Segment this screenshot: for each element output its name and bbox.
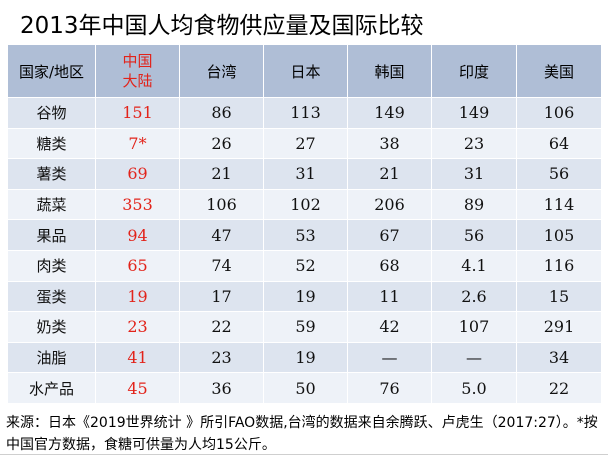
table-cell: 50 <box>263 372 348 404</box>
table-cell: 107 <box>431 311 517 343</box>
table-cell: 45 <box>95 372 180 404</box>
table-cell: 106 <box>179 188 264 221</box>
table-cell: 19 <box>95 280 180 313</box>
table-cell: — <box>347 341 432 374</box>
table-cell: 74 <box>179 249 264 282</box>
table-cell: 52 <box>263 249 348 282</box>
table-row: 果品 94 47 53 67 56 105 <box>7 219 602 251</box>
table-cell: 68 <box>347 249 432 282</box>
table-row: 油脂 41 23 19— —34 <box>7 341 602 374</box>
table-cell: 27 <box>263 127 348 160</box>
column-header-text: 印度 <box>458 62 489 81</box>
table-cell: 47 <box>179 219 264 251</box>
table-cell: 7* <box>95 127 180 160</box>
column-header-text: 韩国 <box>374 62 405 81</box>
table-cell: 22 <box>179 311 264 343</box>
table-cell: 353 <box>95 188 180 221</box>
row-label: 油脂 <box>7 341 96 374</box>
table-row: 蔬菜 353 106 102 206 89 114 <box>7 188 602 221</box>
table-cell: 21 <box>179 158 264 190</box>
column-header-text: 日本 <box>290 62 321 81</box>
table-cell: 113 <box>263 97 348 129</box>
table-row: 水产品 45 36 50 76 5.0 22 <box>7 372 602 404</box>
row-label: 糖类 <box>7 127 96 160</box>
table-cell: 149 <box>347 97 432 129</box>
table-cell: 34 <box>516 341 602 374</box>
column-header-usa: 美国 <box>516 44 602 98</box>
row-label: 蔬菜 <box>7 188 96 221</box>
table-row: 肉类 65 74 52 68 4.1 116 <box>7 249 602 282</box>
table-cell: 23 <box>431 127 517 160</box>
table-cell: 59 <box>263 311 348 343</box>
table-cell: 151 <box>95 97 180 129</box>
table-cell: 65 <box>95 249 180 282</box>
column-header-text: 大陆 <box>122 72 153 90</box>
row-label: 薯类 <box>7 158 96 190</box>
table-cell: 69 <box>95 158 180 190</box>
table-cell: 19 <box>263 341 348 374</box>
table-cell: 102 <box>263 188 348 221</box>
table-cell: 42 <box>347 311 432 343</box>
table-cell: 116 <box>516 249 602 282</box>
table-cell: 56 <box>431 219 517 251</box>
column-header-text: 美国 <box>543 62 574 81</box>
table-header-row: 国家/地区 中国大陆 台湾 日本 韩国 印度 美国 <box>7 44 602 98</box>
table-cell: 5.0 <box>431 372 517 404</box>
table-cell: 105 <box>516 219 602 251</box>
table-cell: 4.1 <box>431 249 517 282</box>
table-row: 蛋类 19 17 19 11 2.6 15 <box>7 280 602 313</box>
table-cell: 36 <box>179 372 264 404</box>
table-cell: 31 <box>431 158 517 190</box>
food-supply-table: 国家/地区 中国 大陆 台湾 日本 韩国 印度 美国 谷物 151 86 113 149 1… <box>7 44 602 404</box>
table-cell: 15 <box>516 280 602 313</box>
table-row: 糖类 7* 26 27 38 23 64 <box>7 127 602 160</box>
row-label: 水产品 <box>7 372 96 404</box>
table-cell: 291 <box>516 311 602 343</box>
source-note: 来源：日本《2019世界统计 》所引FAO数据,台湾的数据来自余腾跃、卢虎生（2… <box>6 415 598 453</box>
table-cell: 56 <box>516 158 602 190</box>
table-row: 奶类 23 22 59 42 107 291 <box>7 311 602 343</box>
column-header-india: 印度 <box>431 44 517 98</box>
table-cell: 21 <box>347 158 432 190</box>
row-label: 蛋类 <box>7 280 96 313</box>
table-cell: 19 <box>263 280 348 313</box>
table-cell: 17 <box>179 280 264 313</box>
table-cell: 38 <box>347 127 432 160</box>
row-label: 果品 <box>7 219 96 251</box>
table-cell: 106 <box>516 97 602 129</box>
table-cell: 23 <box>95 311 180 343</box>
row-label: 谷物 <box>7 97 96 129</box>
table-cell: 53 <box>263 219 348 251</box>
table-cell: 89 <box>431 188 517 221</box>
table-cell: 2.6 <box>431 280 517 313</box>
row-label: 肉类 <box>7 249 96 282</box>
table-cell: 64 <box>516 127 602 160</box>
column-header-korea: 韩国 <box>347 44 432 98</box>
table-cell: 67 <box>347 219 432 251</box>
table-cell: 94 <box>95 219 180 251</box>
bottom-divider <box>0 454 608 455</box>
table-cell: 31 <box>263 158 348 190</box>
row-label: 奶类 <box>7 311 96 343</box>
column-header-text: 中国 <box>122 52 153 70</box>
table-cell: 114 <box>516 188 602 221</box>
table-cell: 206 <box>347 188 432 221</box>
table-cell: — <box>431 341 517 374</box>
table-row: 谷物 151 86 113 149 149 106 <box>7 97 602 129</box>
column-header-taiwan: 台湾 <box>179 44 264 98</box>
table-cell: 11 <box>347 280 432 313</box>
column-header-china: 中国 大陆 <box>95 44 180 98</box>
page-title: 2013年中国人均食物供应量及国际比较 <box>20 13 424 39</box>
table-cell: 76 <box>347 372 432 404</box>
table-cell: 86 <box>179 97 264 129</box>
column-header-japan: 日本 <box>263 44 348 98</box>
table-cell: 26 <box>179 127 264 160</box>
table-cell: 149 <box>431 97 517 129</box>
table-cell: 23 <box>179 341 264 374</box>
column-header-text: 台湾 <box>206 62 237 81</box>
table-cell: 41 <box>95 341 180 374</box>
table-cell: 22 <box>516 372 602 404</box>
column-header-region: 国家/地区 <box>7 44 96 98</box>
table-row: 薯类 69 21 31 21 31 56 <box>7 158 602 190</box>
